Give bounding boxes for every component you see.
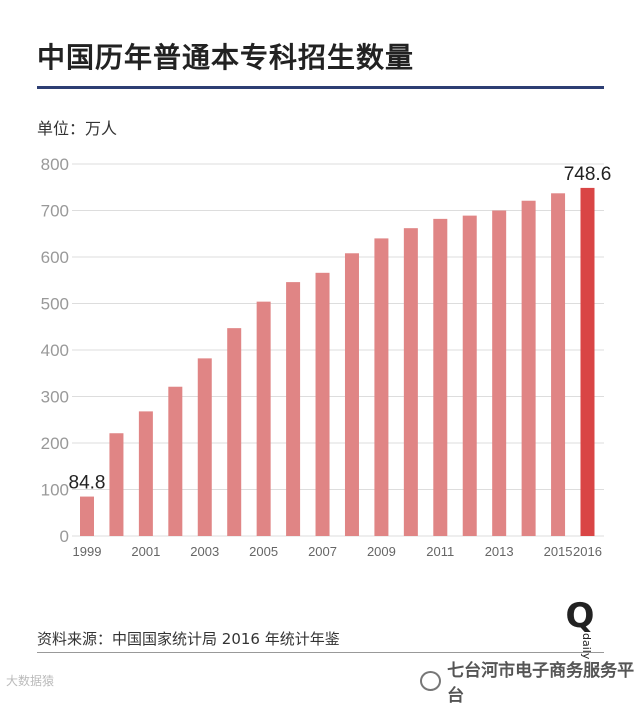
bar <box>138 411 153 536</box>
bar <box>580 187 595 536</box>
x-tick-label: 2016 <box>573 544 602 559</box>
wechat-icon <box>420 671 442 691</box>
y-tick-label: 0 <box>60 527 69 546</box>
watermark-right: 七台河市电子商务服务平台 <box>420 656 641 706</box>
logo-mark: Q <box>566 596 595 636</box>
y-tick-label: 600 <box>41 248 69 267</box>
bar <box>403 228 418 537</box>
x-tick-label: 2005 <box>249 544 278 559</box>
bar <box>521 200 536 537</box>
source-divider <box>37 652 604 653</box>
watermark-left: 大数据猿 <box>6 674 55 688</box>
bar <box>109 433 124 536</box>
bar <box>344 253 359 536</box>
y-tick-label: 800 <box>41 155 69 174</box>
x-tick-label: 2003 <box>190 544 219 559</box>
bar-chart: 0 100 200 300 400 500 600 700 800 84.8 1999 2001 200… <box>41 155 612 559</box>
bar <box>168 386 183 536</box>
x-tick-label: 2007 <box>308 544 337 559</box>
bar <box>256 301 271 536</box>
chart-title: 中国历年普通本专科招生数量 <box>37 41 415 74</box>
unit-label: 单位：万人 <box>37 119 118 138</box>
source-note: 资料来源：中国国家统计局 2016 年统计年鉴 <box>37 630 340 648</box>
bar <box>374 238 389 536</box>
data-label: 84.8 <box>69 473 106 494</box>
logo-text: daily <box>580 633 593 660</box>
watermark-right-text: 七台河市电子商务服务平台 <box>447 661 635 706</box>
x-tick-label: 2015 <box>544 544 573 559</box>
title-divider <box>37 86 604 89</box>
bar <box>197 358 212 536</box>
qdaily-logo: Q daily <box>566 596 595 660</box>
data-label: 748.6 <box>564 164 612 185</box>
bar <box>315 272 330 536</box>
x-tick-label: 2013 <box>485 544 514 559</box>
bar <box>492 210 507 536</box>
x-tick-label: 2001 <box>131 544 160 559</box>
x-tick-label: 1999 <box>73 544 102 559</box>
y-tick-label: 200 <box>41 434 69 453</box>
bar <box>462 215 477 537</box>
bar <box>286 282 301 536</box>
y-tick-label: 300 <box>41 388 69 407</box>
x-tick-label: 2011 <box>426 544 454 559</box>
bar <box>433 218 448 536</box>
y-tick-label: 100 <box>41 481 69 500</box>
x-tick-label: 2009 <box>367 544 396 559</box>
bar <box>80 496 94 536</box>
y-tick-label: 500 <box>41 295 69 314</box>
bar <box>551 193 566 537</box>
y-tick-label: 700 <box>41 202 69 221</box>
bar <box>227 328 242 536</box>
y-tick-label: 400 <box>41 341 69 360</box>
